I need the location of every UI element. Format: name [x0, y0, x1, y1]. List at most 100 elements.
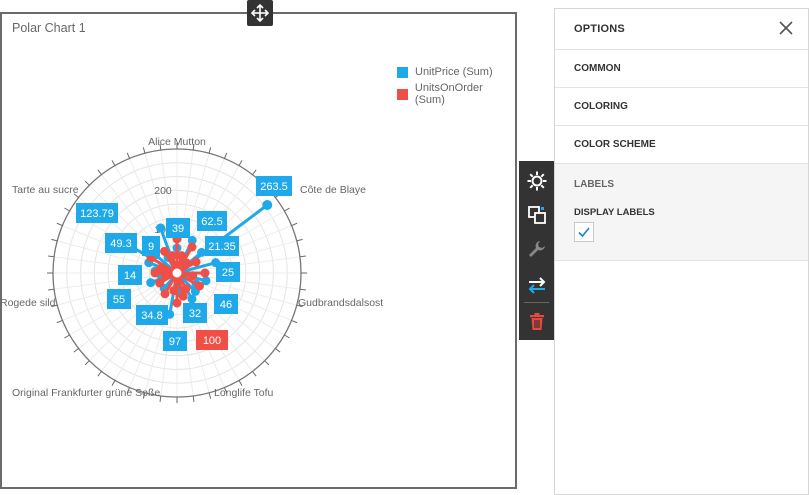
toolbar-separator: [524, 302, 549, 303]
chart-title: Polar Chart 1: [12, 21, 86, 35]
options-title: OPTIONS: [574, 23, 625, 35]
format-button[interactable]: [519, 231, 554, 266]
axis-tick: [223, 152, 228, 159]
series-button[interactable]: [519, 197, 554, 232]
series-point-unitprice: [187, 294, 197, 304]
data-label-text: 123.79: [80, 208, 114, 220]
data-label-text: 100: [203, 335, 221, 347]
data-label-unitprice: 21.35: [205, 236, 239, 256]
legend-swatch-unitprice: [397, 66, 408, 78]
move-handle[interactable]: [247, 0, 273, 26]
data-label-unitprice: 14: [118, 265, 142, 285]
axis-tick: [208, 392, 212, 399]
data-label-text: 21.35: [208, 241, 236, 253]
axis-tick: [264, 360, 270, 366]
axis-tick: [299, 288, 306, 291]
section-common-label: COMMON: [574, 63, 621, 74]
section-color-scheme-label: COLOR SCHEME: [574, 139, 656, 150]
section-coloring-label: COLORING: [574, 101, 628, 112]
axis-tick: [56, 319, 63, 324]
section-labels-label[interactable]: LABELS: [574, 179, 614, 190]
polar-axis-labels: Alice Mutton Côte de Blaye Gudbrandsdals…: [0, 136, 383, 399]
options-header: OPTIONS: [555, 9, 808, 50]
data-label-unitprice: 34.8: [136, 305, 168, 325]
axis-tick: [142, 392, 146, 399]
delete-button[interactable]: [519, 304, 554, 339]
data-label-text: 32: [189, 308, 201, 320]
data-label-text: 39: [172, 223, 184, 235]
data-label-text: 9: [148, 241, 154, 253]
settings-button[interactable]: [519, 163, 554, 198]
axis-label-original-frankfurter: Original Frankfurter grüne Soße: [12, 387, 160, 399]
legend-item-unitsonorder[interactable]: UnitsOnOrder (Sum): [397, 82, 515, 106]
section-common[interactable]: COMMON: [555, 50, 808, 88]
axis-tick: [192, 144, 195, 151]
move-icon: [250, 3, 270, 23]
axis-tick: [208, 147, 212, 154]
data-label-text: 46: [220, 299, 232, 311]
axis-tick: [51, 238, 58, 242]
axis-tick: [238, 380, 243, 386]
axis-tick: [73, 193, 79, 198]
swap-icon: [528, 276, 545, 294]
data-label-unitprice: 62.5: [197, 211, 227, 231]
series-point-unitprice: [262, 199, 273, 210]
series-point-unitsonorder: [155, 278, 165, 288]
series-point-unitprice: [201, 276, 211, 286]
data-label-unitprice: 263.5: [256, 176, 292, 196]
series-point-unitsonorder: [167, 251, 177, 261]
data-label-unitprice: 97: [163, 331, 187, 351]
axis-label-alice-mutton: Alice Mutton: [148, 136, 206, 148]
section-color-scheme[interactable]: COLOR SCHEME: [555, 126, 808, 164]
series-point-unitsonorder: [156, 264, 166, 274]
axis-tick: [252, 371, 257, 377]
series-point-unitsonorder: [178, 291, 188, 301]
data-label-text: 55: [113, 294, 125, 306]
grid-spoke: [88, 184, 178, 274]
data-label-text: 34.8: [141, 310, 162, 322]
axis-tick: [64, 207, 70, 212]
series-point-unitsonorder: [172, 298, 182, 308]
chart-legend: UnitPrice (Sum) UnitsOnOrder (Sum): [397, 61, 515, 106]
axis-tick: [51, 304, 58, 308]
section-coloring[interactable]: COLORING: [555, 88, 808, 126]
series-point-unitsonorder: [160, 289, 170, 299]
tick-label-200: 200: [154, 185, 172, 197]
data-label-unitprice: 46: [214, 294, 238, 314]
data-label-text: 263.5: [260, 181, 288, 193]
data-label-unitsonorder: 100: [196, 330, 228, 350]
axis-tick: [56, 222, 63, 227]
axis-tick: [84, 360, 90, 366]
axis-tick: [73, 348, 79, 353]
display-labels-checkbox[interactable]: [574, 222, 594, 242]
data-label-text: 62.5: [201, 216, 222, 228]
close-icon[interactable]: [778, 20, 794, 36]
series-point-unitprice: [197, 247, 207, 257]
axis-tick: [159, 144, 162, 151]
series-lines: [118, 199, 273, 319]
legend-item-unitprice[interactable]: UnitPrice (Sum): [397, 61, 515, 83]
axis-label-tarte-au-sucre: Tarte au sucre: [12, 184, 79, 196]
axis-tick: [291, 222, 298, 227]
display-labels-label: DISPLAY LABELS: [574, 207, 655, 218]
series-point-unitprice: [146, 278, 156, 288]
series-point-unitsonorder: [181, 284, 191, 294]
axis-label-longlife-tofu: Longlife Tofu: [214, 387, 274, 399]
section-labels: LABELS DISPLAY LABELS: [555, 164, 808, 261]
wrench-icon: [528, 240, 545, 257]
axis-label-cote-de-blaye: Côte de Blaye: [300, 184, 366, 196]
polar-chart-panel[interactable]: Polar Chart 1 UnitPrice (Sum) UnitsOnOrd…: [0, 12, 517, 489]
series-point-unitsonorder: [195, 281, 205, 291]
series-point-unitsonorder: [177, 251, 187, 261]
data-label-unitprice: 9: [142, 236, 160, 256]
swap-button[interactable]: [519, 267, 554, 302]
axis-tick: [48, 288, 55, 291]
axis-tick: [223, 387, 228, 394]
axis-tick: [238, 160, 243, 166]
series-point-unitprice: [156, 223, 166, 233]
series-point-unitprice: [187, 235, 197, 245]
axis-label-gudbrandsdalsost: Gudbrandsdalsost: [298, 297, 383, 309]
axis-tick: [192, 395, 195, 402]
series-point-unitsonorder: [188, 271, 198, 281]
legend-label-unitprice: UnitPrice (Sum): [415, 66, 493, 78]
